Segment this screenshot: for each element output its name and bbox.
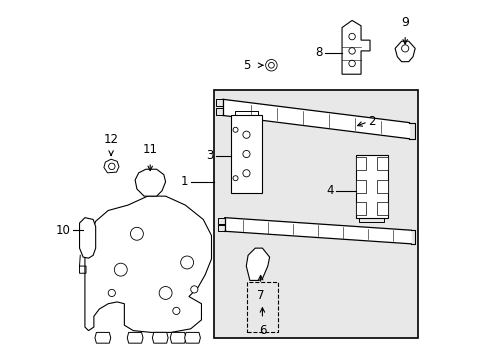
Circle shape: [114, 263, 127, 276]
Bar: [231, 116, 261, 193]
Text: 9: 9: [400, 16, 408, 29]
Circle shape: [172, 307, 180, 315]
Polygon shape: [80, 218, 96, 258]
Text: 3: 3: [205, 149, 213, 162]
Polygon shape: [85, 196, 211, 332]
Polygon shape: [246, 248, 269, 280]
Bar: [355, 155, 387, 218]
Bar: [376, 157, 387, 170]
Circle shape: [401, 45, 408, 52]
Polygon shape: [184, 332, 200, 343]
Text: 6: 6: [258, 324, 265, 337]
Circle shape: [233, 176, 238, 181]
Bar: [214, 90, 418, 338]
Text: 8: 8: [314, 46, 322, 59]
Polygon shape: [104, 159, 119, 173]
Circle shape: [108, 163, 115, 170]
Text: 12: 12: [103, 133, 119, 146]
Circle shape: [265, 59, 277, 71]
Circle shape: [243, 170, 249, 177]
Circle shape: [180, 256, 193, 269]
Circle shape: [108, 289, 115, 297]
Text: 7: 7: [256, 289, 264, 302]
Bar: [355, 180, 366, 193]
Text: 2: 2: [367, 116, 375, 129]
Polygon shape: [394, 41, 414, 62]
Circle shape: [268, 62, 274, 68]
Circle shape: [159, 287, 172, 300]
Text: 1: 1: [181, 175, 188, 188]
Polygon shape: [135, 169, 165, 196]
Polygon shape: [152, 332, 168, 343]
Polygon shape: [341, 21, 369, 74]
Circle shape: [190, 286, 198, 293]
Text: 11: 11: [142, 143, 157, 156]
Text: 4: 4: [325, 184, 333, 197]
Text: 5: 5: [243, 59, 250, 72]
Circle shape: [243, 131, 249, 138]
Circle shape: [348, 33, 355, 40]
Circle shape: [130, 227, 143, 240]
Circle shape: [348, 60, 355, 67]
Text: 10: 10: [56, 224, 70, 237]
Bar: [376, 202, 387, 215]
Circle shape: [233, 127, 238, 132]
Bar: [247, 282, 277, 332]
Circle shape: [243, 150, 249, 158]
Polygon shape: [170, 332, 185, 343]
Polygon shape: [127, 332, 142, 343]
Circle shape: [348, 48, 355, 54]
Polygon shape: [95, 332, 110, 343]
Bar: [355, 157, 366, 170]
Bar: [355, 202, 366, 215]
Bar: [376, 180, 387, 193]
